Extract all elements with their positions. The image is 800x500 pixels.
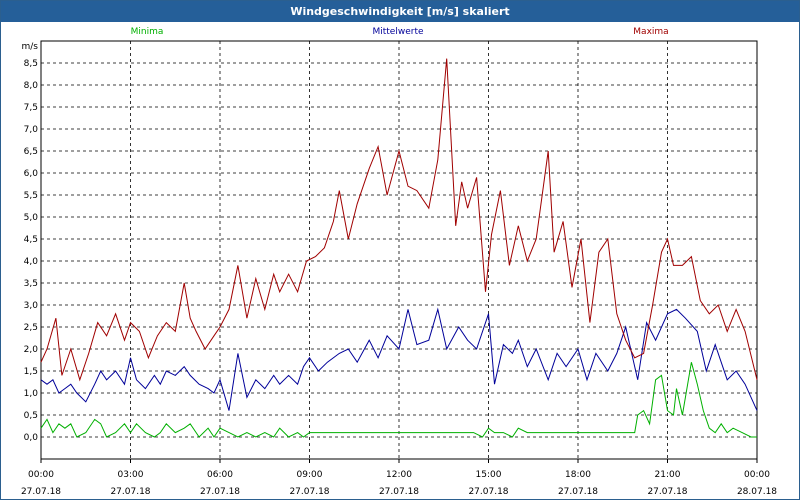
series-line-minima <box>40 362 757 438</box>
x-tick-time: 12:00 <box>386 470 412 480</box>
y-tick-label: 8,5 <box>24 59 38 69</box>
x-tick-date: 27.07.18 <box>647 487 687 497</box>
series-line-mittelwerte <box>40 307 758 411</box>
x-tick-time: 00:00 <box>744 470 770 480</box>
window-title: Windgeschwindigkeit [m/s] skaliert <box>1 1 799 22</box>
y-tick-label: 8,0 <box>24 81 39 91</box>
x-tick-date: 28.07.18 <box>737 487 777 497</box>
x-tick-time: 15:00 <box>476 470 502 480</box>
x-tick-time: 21:00 <box>655 470 681 480</box>
x-tick-date: 27.07.18 <box>200 487 240 497</box>
y-tick-label: 5,0 <box>24 213 39 223</box>
x-tick-time: 18:00 <box>565 470 591 480</box>
legend-maxima: Maxima <box>633 27 668 37</box>
y-tick-label: 6,5 <box>24 147 38 157</box>
y-tick-label: 3,0 <box>24 301 39 311</box>
y-tick-label: 7,5 <box>24 103 38 113</box>
y-tick-label: 7,0 <box>24 125 39 135</box>
y-axis-label: m/s <box>22 42 39 52</box>
x-tick-time: 06:00 <box>207 470 233 480</box>
x-tick-date: 27.07.18 <box>21 487 61 497</box>
y-tick-label: 0,0 <box>24 433 39 443</box>
y-tick-label: 6,0 <box>24 169 39 179</box>
x-tick-date: 27.07.18 <box>558 487 598 497</box>
y-tick-label: 3,5 <box>24 279 38 289</box>
x-tick-time: 09:00 <box>297 470 323 480</box>
series-line-maxima <box>40 58 758 382</box>
y-tick-label: 1,5 <box>24 367 38 377</box>
y-tick-label: 4,0 <box>24 257 39 267</box>
x-tick-time: 03:00 <box>118 470 144 480</box>
x-tick-date: 27.07.18 <box>289 487 329 497</box>
x-tick-date: 27.07.18 <box>468 487 508 497</box>
y-tick-label: 2,5 <box>24 323 38 333</box>
legend-minima: Minima <box>131 27 164 37</box>
x-tick-time: 00:00 <box>28 470 54 480</box>
y-tick-label: 4,5 <box>24 235 38 245</box>
x-tick-date: 27.07.18 <box>110 487 150 497</box>
y-tick-label: 1,0 <box>24 389 39 399</box>
x-tick-date: 27.07.18 <box>379 487 419 497</box>
y-tick-label: 0,5 <box>24 411 38 421</box>
y-tick-label: 2,0 <box>24 345 39 355</box>
legend-mittelwerte: Mittelwerte <box>372 27 423 37</box>
y-tick-label: 5,5 <box>24 191 38 201</box>
